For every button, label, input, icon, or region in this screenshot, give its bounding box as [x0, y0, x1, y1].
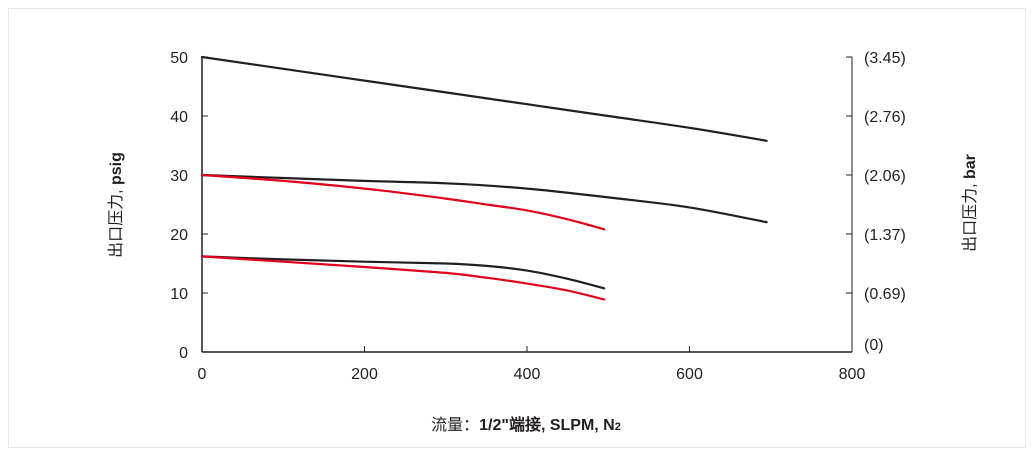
y-right-tick-label: (2.76) [864, 109, 906, 126]
x-ticks: 0 200 400 600 800 [198, 346, 866, 383]
x-tick-label: 400 [514, 366, 541, 383]
axes [201, 57, 853, 353]
y-left-tick-label: 0 [179, 345, 188, 362]
series-line-3 [200, 173, 606, 231]
y-left-tick-label: 20 [170, 227, 188, 244]
y-left-tick-label: 30 [170, 168, 188, 185]
y-ticks-left: 0 10 20 30 40 50 [170, 50, 208, 362]
left-y-axis-title: 出口压力, psig [107, 152, 125, 258]
y-right-tick-label: (0.69) [864, 286, 906, 303]
series-line-1 [200, 55, 768, 142]
x-tick-label: 200 [351, 366, 378, 383]
y-right-tick-label: (1.37) [864, 227, 906, 244]
x-axis-title: 流量：1/2"端接, SLPM, N2 [431, 415, 621, 434]
y-right-tick-label: (3.45) [864, 50, 906, 67]
series-line-4 [200, 255, 606, 290]
series-line-2 [200, 173, 768, 224]
chart-frame [8, 8, 1026, 448]
y-left-tick-label: 40 [170, 109, 188, 126]
y-left-tick-label: 50 [170, 50, 188, 67]
y-left-tick-label: 10 [170, 286, 188, 303]
series-line-5 [200, 255, 606, 301]
y-ticks-right: (0) (0.69) (1.37) (2.06) (2.76) (3.45) [846, 50, 906, 354]
y-right-tick-label: (2.06) [864, 168, 906, 185]
right-y-axis-title: 出口压力, bar [961, 154, 979, 252]
x-tick-label: 800 [839, 366, 866, 383]
y-right-tick-label: (0) [864, 337, 884, 354]
x-tick-label: 0 [198, 366, 207, 383]
x-tick-label: 600 [676, 366, 703, 383]
series-lines [200, 55, 768, 301]
